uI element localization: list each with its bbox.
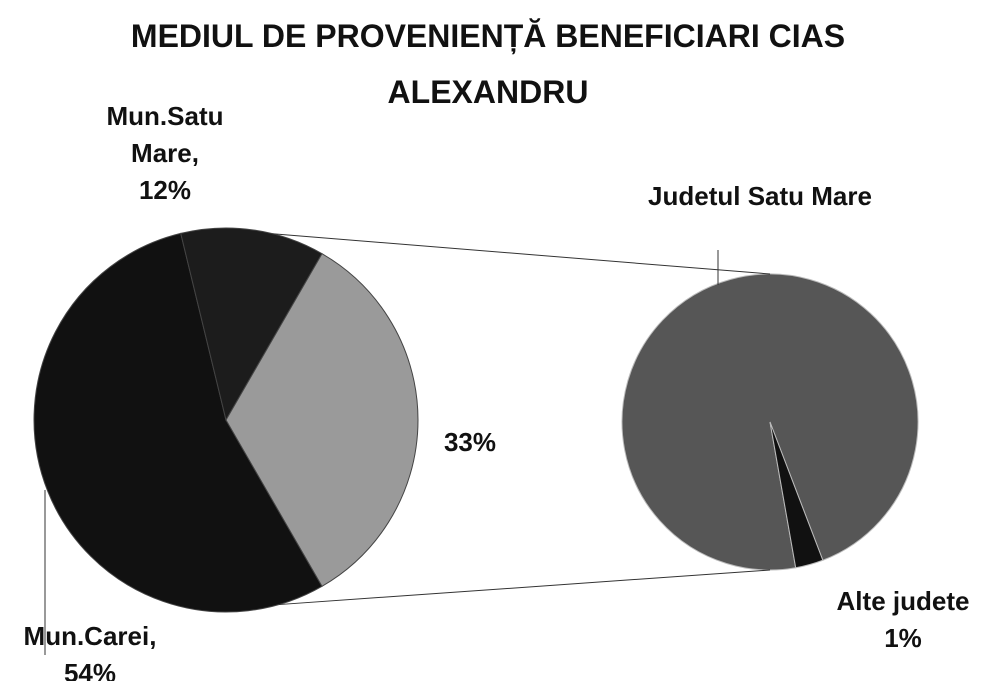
- data-label: Mun.Satu Mare, 12%: [100, 98, 230, 209]
- data-label: 33%: [420, 424, 520, 461]
- data-label: Mun.Carei, 54%: [0, 618, 180, 681]
- data-label-text: 33%: [443, 427, 497, 457]
- data-label: Alte judete 1%: [820, 583, 986, 657]
- data-label-text: 1%: [884, 623, 922, 653]
- pie-slice: [180, 227, 323, 422]
- data-label-text: 54%: [63, 658, 117, 681]
- data-label-text: Judetul Satu Mare: [648, 181, 872, 211]
- data-label-text: Mun.Satu Mare,: [106, 101, 224, 168]
- data-label-text: Alte judete: [836, 586, 970, 616]
- chart-title: MEDIUL DE PROVENIENȚĂ BENEFICIARI CIAS A…: [130, 18, 846, 110]
- pie-slice: [225, 253, 419, 587]
- connector-line: [278, 569, 771, 606]
- connector-line: [272, 233, 771, 275]
- pie-slice: [33, 232, 323, 613]
- data-label-text: Mun.Carei,: [23, 621, 157, 651]
- secondary-pie-slice: [769, 421, 824, 569]
- data-label: Judetul Satu Mare: [620, 178, 900, 215]
- data-label-text: 12%: [138, 175, 192, 205]
